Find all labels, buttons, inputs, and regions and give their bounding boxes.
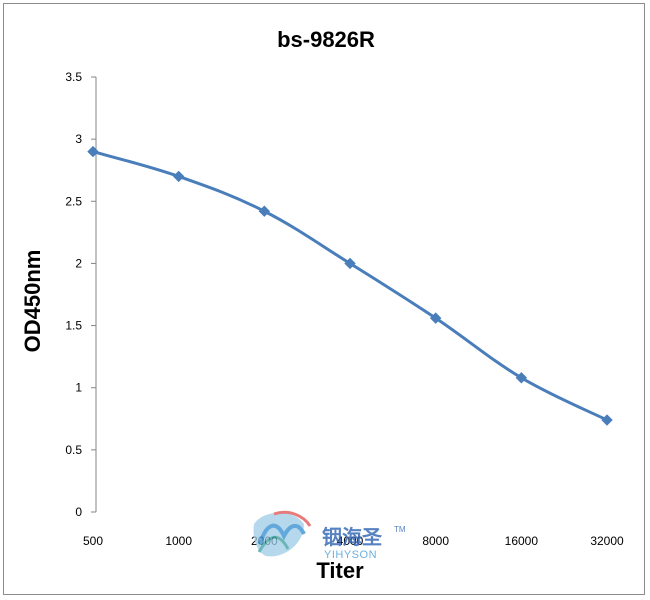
x-tick-label: 8000 (422, 534, 449, 548)
y-tick-label: 1.5 (65, 319, 82, 333)
watermark-name-cn: 铟海圣 (322, 525, 383, 549)
series-layer (87, 145, 613, 426)
data-point-marker (172, 170, 185, 183)
watermark-trademark: TM (394, 525, 406, 534)
x-tick-label: 16000 (505, 534, 539, 548)
x-tick-label: 500 (83, 534, 103, 548)
chart-frame: bs-9826R 00.511.522.533.5 50010002000400… (3, 3, 645, 595)
series-line (92, 150, 608, 422)
x-tick-label: 1000 (165, 534, 192, 548)
y-axis-ticks: 0 0.5 1 1.5 2 2.5 3 3.5 (65, 70, 96, 519)
data-point-marker (515, 372, 528, 384)
y-tick-label: 0 (75, 505, 82, 519)
data-point-marker (258, 205, 271, 217)
watermark-name-en: YIHYSON (324, 549, 377, 561)
line-chart: bs-9826R 00.511.522.533.5 50010002000400… (20, 27, 624, 583)
y-tick-label: 2.5 (65, 194, 82, 208)
data-point-marker (87, 145, 99, 158)
x-axis-title: Titer (316, 558, 364, 583)
data-point-marker (601, 414, 613, 426)
watermark: 铟海圣 TM YIHYSON (253, 510, 406, 561)
y-tick-label: 3.5 (65, 70, 82, 84)
x-tick-label: 4000 (337, 534, 364, 548)
y-tick-label: 2 (75, 256, 82, 270)
y-tick-label: 3 (75, 132, 82, 146)
data-point-marker (344, 257, 356, 270)
data-point-marker (429, 312, 442, 324)
chart-title: bs-9826R (277, 27, 375, 52)
y-tick-label: 0.5 (65, 443, 82, 457)
x-tick-label: 32000 (590, 534, 624, 548)
y-tick-label: 1 (75, 381, 82, 395)
wave-logo-icon (253, 510, 312, 557)
y-axis-title: OD450nm (20, 250, 45, 353)
